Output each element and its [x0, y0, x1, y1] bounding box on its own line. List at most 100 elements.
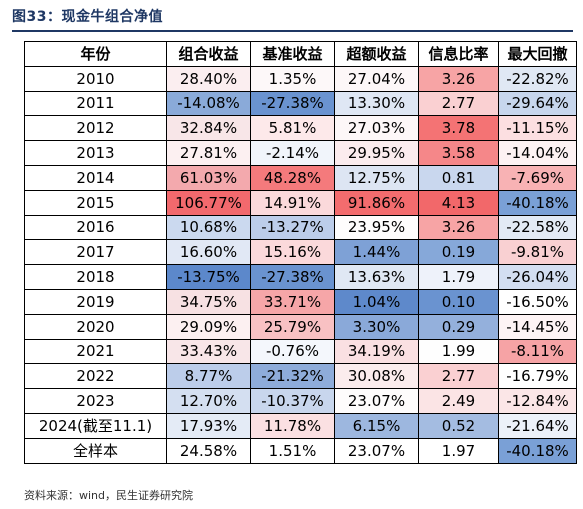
excess-return-cell: 30.08% — [334, 363, 419, 390]
benchmark-return-cell: 25.79% — [250, 313, 335, 340]
max-drawdown-cell: -16.79% — [498, 363, 577, 390]
year-cell: 2010 — [24, 65, 167, 92]
excess-return-cell: 13.30% — [334, 90, 419, 117]
information-ratio-cell: 0.10 — [418, 288, 499, 315]
col-header-information-ratio: 信息比率 — [418, 41, 499, 67]
benchmark-return-cell: -10.37% — [250, 388, 335, 414]
max-drawdown-cell: -26.04% — [498, 264, 577, 290]
benchmark-return-cell: 11.78% — [250, 412, 335, 439]
information-ratio-cell: 0.52 — [418, 412, 499, 439]
benchmark-return-cell: -0.76% — [250, 338, 335, 365]
header-row: 年份 组合收益 基准收益 超额收益 信息比率 最大回撤 — [24, 41, 577, 67]
figure-title: 图33：现金牛组合净值 — [12, 9, 163, 25]
portfolio-return-cell: 33.43% — [166, 338, 251, 365]
max-drawdown-cell: -11.15% — [498, 115, 577, 142]
table-row: 2010 28.40% 1.35% 27.04% 3.26 -22.82% — [24, 65, 577, 92]
benchmark-return-cell: 1.51% — [250, 437, 335, 464]
information-ratio-cell: 2.49 — [418, 388, 499, 414]
portfolio-return-cell: 106.77% — [166, 189, 251, 216]
max-drawdown-cell: -22.82% — [498, 65, 577, 92]
portfolio-return-cell: 8.77% — [166, 363, 251, 390]
max-drawdown-cell: -21.64% — [498, 412, 577, 439]
max-drawdown-cell: -7.69% — [498, 164, 577, 191]
year-cell: 2016 — [24, 214, 167, 241]
portfolio-return-cell: -14.08% — [166, 90, 251, 117]
year-cell: 2012 — [24, 115, 167, 142]
source-note: 资料来源：wind，民生证券研究院 — [24, 489, 194, 502]
benchmark-return-cell: 14.91% — [250, 189, 335, 216]
year-cell: 2020 — [24, 313, 167, 340]
benchmark-return-cell: 15.16% — [250, 239, 335, 266]
table-row: 2017 16.60% 15.16% 1.44% 0.19 -9.81% — [24, 239, 577, 266]
portfolio-return-cell: 10.68% — [166, 214, 251, 241]
max-drawdown-cell: -8.11% — [498, 338, 577, 365]
table-row: 2018 -13.75% -27.38% 13.63% 1.79 -26.04% — [24, 264, 577, 290]
max-drawdown-cell: -9.81% — [498, 239, 577, 266]
year-cell: 2019 — [24, 288, 167, 315]
portfolio-return-cell: 27.81% — [166, 140, 251, 166]
excess-return-cell: 13.63% — [334, 264, 419, 290]
table-row: 2011 -14.08% -27.38% 13.30% 2.77 -29.64% — [24, 90, 577, 117]
information-ratio-cell: 2.77 — [418, 363, 499, 390]
year-cell: 2022 — [24, 363, 167, 390]
table-row: 全样本 24.58% 1.51% 23.07% 1.97 -40.18% — [24, 437, 577, 464]
year-cell: 2017 — [24, 239, 167, 266]
portfolio-return-cell: -13.75% — [166, 264, 251, 290]
information-ratio-cell: 3.58 — [418, 140, 499, 166]
portfolio-return-cell: 24.58% — [166, 437, 251, 464]
excess-return-cell: 23.95% — [334, 214, 419, 241]
information-ratio-cell: 0.19 — [418, 239, 499, 266]
excess-return-cell: 23.07% — [334, 388, 419, 414]
benchmark-return-cell: 33.71% — [250, 288, 335, 315]
table-row: 2019 34.75% 33.71% 1.04% 0.10 -16.50% — [24, 288, 577, 315]
year-cell: 2015 — [24, 189, 167, 216]
max-drawdown-cell: -14.45% — [498, 313, 577, 340]
portfolio-return-cell: 61.03% — [166, 164, 251, 191]
information-ratio-cell: 1.99 — [418, 338, 499, 365]
col-header-portfolio-return: 组合收益 — [166, 41, 251, 67]
performance-table: 年份 组合收益 基准收益 超额收益 信息比率 最大回撤 2010 28.40% 1.… — [24, 41, 577, 464]
information-ratio-cell: 4.13 — [418, 189, 499, 216]
year-cell: 2024(截至11.1) — [24, 412, 167, 439]
information-ratio-cell: 0.81 — [418, 164, 499, 191]
table-row: 2021 33.43% -0.76% 34.19% 1.99 -8.11% — [24, 338, 577, 365]
information-ratio-cell: 3.78 — [418, 115, 499, 142]
table-row: 2023 12.70% -10.37% 23.07% 2.49 -12.84% — [24, 388, 577, 414]
benchmark-return-cell: -27.38% — [250, 264, 335, 290]
col-header-max-drawdown: 最大回撤 — [498, 41, 577, 67]
portfolio-return-cell: 32.84% — [166, 115, 251, 142]
max-drawdown-cell: -40.18% — [498, 437, 577, 464]
excess-return-cell: 34.19% — [334, 338, 419, 365]
table-body: 2010 28.40% 1.35% 27.04% 3.26 -22.82% 2011 -14.… — [24, 65, 577, 464]
col-header-excess-return: 超额收益 — [334, 41, 419, 67]
portfolio-return-cell: 29.09% — [166, 313, 251, 340]
max-drawdown-cell: -40.18% — [498, 189, 577, 216]
information-ratio-cell: 3.26 — [418, 214, 499, 241]
max-drawdown-cell: -29.64% — [498, 90, 577, 117]
table-row: 2022 8.77% -21.32% 30.08% 2.77 -16.79% — [24, 363, 577, 390]
max-drawdown-cell: -12.84% — [498, 388, 577, 414]
table-row: 2013 27.81% -2.14% 29.95% 3.58 -14.04% — [24, 140, 577, 166]
benchmark-return-cell: 5.81% — [250, 115, 335, 142]
table-row: 2020 29.09% 25.79% 3.30% 0.29 -14.45% — [24, 313, 577, 340]
table-row: 2014 61.03% 48.28% 12.75% 0.81 -7.69% — [24, 164, 577, 191]
max-drawdown-cell: -16.50% — [498, 288, 577, 315]
year-cell: 2013 — [24, 140, 167, 166]
col-header-benchmark-return: 基准收益 — [250, 41, 335, 67]
table-row: 2012 32.84% 5.81% 27.03% 3.78 -11.15% — [24, 115, 577, 142]
information-ratio-cell: 2.77 — [418, 90, 499, 117]
excess-return-cell: 27.04% — [334, 65, 419, 92]
portfolio-return-cell: 34.75% — [166, 288, 251, 315]
max-drawdown-cell: -22.58% — [498, 214, 577, 241]
information-ratio-cell: 3.26 — [418, 65, 499, 92]
information-ratio-cell: 1.79 — [418, 264, 499, 290]
year-cell: 2021 — [24, 338, 167, 365]
portfolio-return-cell: 17.93% — [166, 412, 251, 439]
table-row: 2024(截至11.1) 17.93% 11.78% 6.15% 0.52 -21.64% — [24, 412, 577, 439]
table-row: 2015 106.77% 14.91% 91.86% 4.13 -40.18% — [24, 189, 577, 216]
year-cell: 2018 — [24, 264, 167, 290]
year-cell: 全样本 — [24, 437, 167, 464]
portfolio-return-cell: 12.70% — [166, 388, 251, 414]
year-cell: 2011 — [24, 90, 167, 117]
year-cell: 2014 — [24, 164, 167, 191]
